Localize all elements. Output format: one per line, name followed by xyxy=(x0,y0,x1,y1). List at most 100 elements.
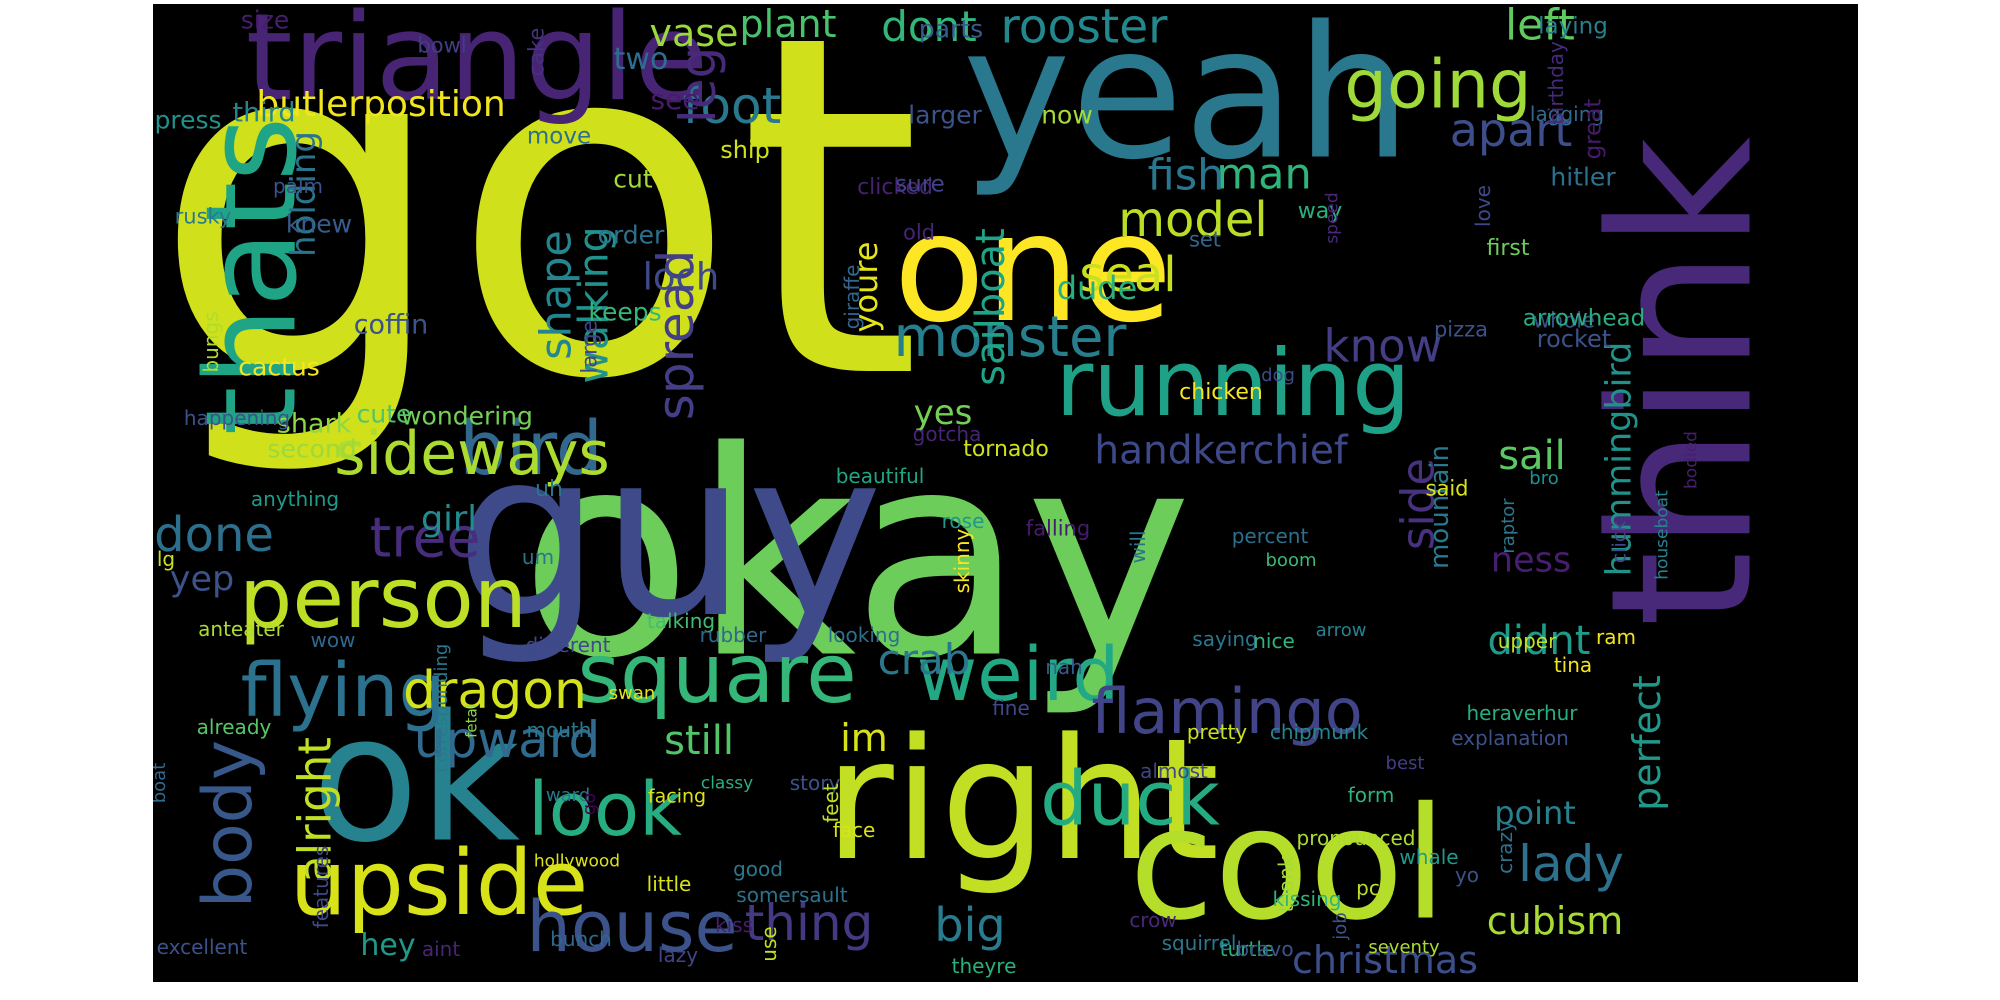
word-second: second xyxy=(267,434,357,464)
word-already: already xyxy=(196,715,272,739)
word-move: move xyxy=(526,123,592,150)
word-bravo: bravo xyxy=(1236,937,1294,961)
word-feet: feet xyxy=(819,783,843,823)
word-parts: parts xyxy=(918,14,984,44)
word-hollywood: hollywood xyxy=(533,851,621,872)
word-crab: crab xyxy=(877,635,971,684)
word-fetal: fetal xyxy=(462,704,481,738)
word-weird: weird xyxy=(916,632,1120,718)
word-know: know xyxy=(1323,319,1443,373)
word-mouth: mouth xyxy=(526,718,592,742)
word-nah: nah xyxy=(1045,655,1083,679)
word-clicked: clicked xyxy=(857,175,933,200)
word-knew: knew xyxy=(285,209,353,239)
word-crow: crow xyxy=(1129,908,1177,932)
word-dragon: dragon xyxy=(402,661,588,721)
word-facing: facing xyxy=(647,785,707,808)
word-laying: laying xyxy=(1538,13,1608,40)
word-upward: upward xyxy=(413,711,601,769)
word-boat: boat xyxy=(153,762,170,804)
word-click: click xyxy=(1608,520,1631,564)
word-flying: flying xyxy=(240,648,446,734)
word-shape: shape xyxy=(531,230,582,360)
word-face: face xyxy=(832,818,876,842)
word-look: look xyxy=(528,767,682,853)
word-raptor: raptor xyxy=(1498,498,1519,554)
word-bodied: bodied xyxy=(1681,431,1702,489)
word-whale: whale xyxy=(1399,845,1459,869)
word-right: right xyxy=(824,702,1220,898)
word-whole: whole xyxy=(1532,308,1596,333)
word-ness: ness xyxy=(1490,540,1572,581)
word-left: left xyxy=(1505,4,1575,51)
word-house: house xyxy=(526,886,738,968)
word-didnt: didnt xyxy=(1487,618,1591,664)
word-um: um xyxy=(521,545,555,569)
word-big: big xyxy=(934,898,1006,952)
word-going: going xyxy=(1344,45,1532,124)
word-form: form xyxy=(1347,783,1395,807)
word-classy: classy xyxy=(700,773,754,794)
word-dont: dont xyxy=(881,4,977,51)
word-point: point xyxy=(1494,794,1576,832)
word-rose: rose xyxy=(941,509,985,533)
word-tornado: tornado xyxy=(963,437,1049,462)
word-uh: uh xyxy=(535,477,563,502)
word-turtle: turtle xyxy=(1219,937,1275,961)
word-looking: looking xyxy=(827,623,901,647)
word-ward: ward xyxy=(545,785,591,806)
word-corresponding: corresponding xyxy=(431,643,452,773)
word-girl: girl xyxy=(420,499,478,540)
word-upper: upper xyxy=(1497,629,1557,653)
word-said: said xyxy=(1425,476,1469,501)
word-yo: yo xyxy=(1454,863,1480,887)
word-crazy: crazy xyxy=(1493,820,1517,874)
word-christmas: christmas xyxy=(1292,938,1478,982)
word-wow: wow xyxy=(310,628,356,652)
word-kissing: kissing xyxy=(1272,887,1342,911)
word-use: use xyxy=(757,926,781,962)
word-one: one xyxy=(893,182,1173,356)
word-man: man xyxy=(1216,149,1312,200)
word-bird: bird xyxy=(459,406,603,492)
word-great: great xyxy=(1580,98,1607,160)
word-vase: vase xyxy=(649,11,739,55)
word-butlerposition: butlerposition xyxy=(256,84,506,125)
word-happening: happening xyxy=(183,406,291,430)
word-cactus: cactus xyxy=(238,352,320,382)
word-hitler: hitler xyxy=(1550,162,1616,192)
word-nice: nice xyxy=(1253,629,1295,653)
word-anteater: anteater xyxy=(198,617,284,641)
word-gotcha: gotcha xyxy=(912,422,982,446)
word-ok: ok xyxy=(311,678,521,882)
word-keeps: keeps xyxy=(588,297,662,327)
word-cloud: got okay guy yeah think one right cool ok thats tr… xyxy=(153,4,1858,982)
word-features: features xyxy=(309,845,333,929)
word-lazy: lazy xyxy=(657,943,699,967)
word-arrowhead: arrowhead xyxy=(1522,305,1646,332)
word-hey: hey xyxy=(360,928,416,963)
word-bungs: bungs xyxy=(199,311,223,373)
word-skinny: skinny xyxy=(950,528,974,594)
word-guy: guy xyxy=(455,402,883,669)
word-cute: cute xyxy=(356,399,412,429)
word-pizza: pizza xyxy=(1433,317,1489,342)
word-lagging: lagging xyxy=(1529,102,1605,126)
word-bowl: bowl xyxy=(417,33,467,58)
word-cake: cake xyxy=(524,27,549,77)
word-upside: upside xyxy=(289,831,589,936)
word-done: done xyxy=(154,507,274,563)
word-dude: dude xyxy=(1056,269,1138,307)
word-sailboat: sailboat xyxy=(968,228,1014,386)
word-cut: cut xyxy=(613,164,653,194)
word-person: person xyxy=(239,549,527,647)
word-two: two xyxy=(613,42,669,77)
word-rubber: rubber xyxy=(699,623,767,647)
word-larger: larger xyxy=(908,100,982,130)
word-arrow: arrow xyxy=(1315,620,1367,641)
word-giraffe: giraffe xyxy=(840,264,864,330)
word-coffin: coffin xyxy=(353,309,429,341)
word-got: got xyxy=(153,4,923,482)
word-little: little xyxy=(646,872,692,896)
word-tree: tree xyxy=(369,505,481,570)
